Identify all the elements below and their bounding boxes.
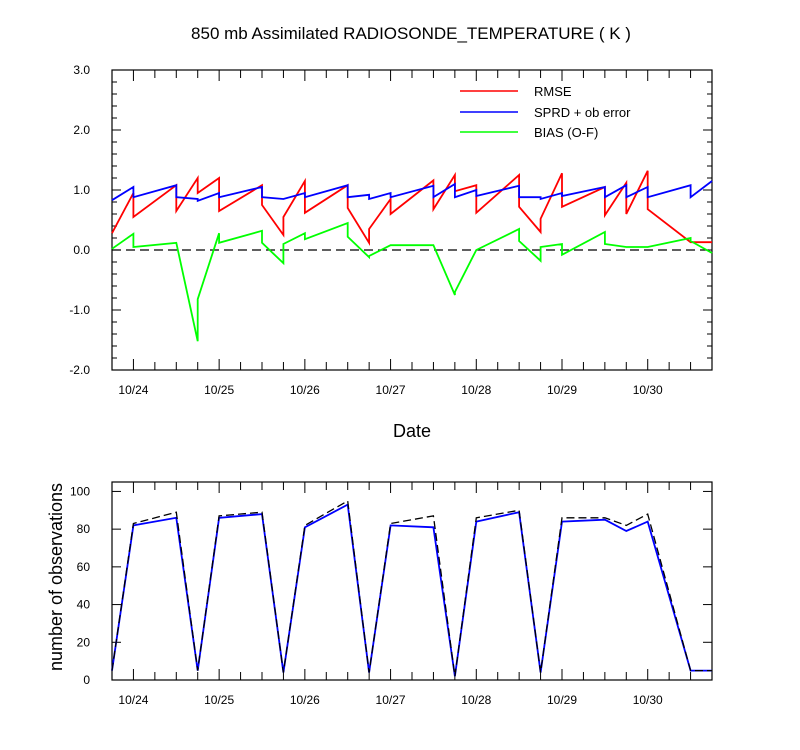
y-tick-label: -2.0 [69,363,90,377]
x-tick-label: 10/29 [547,693,577,707]
x-tick-label: 10/27 [376,383,406,397]
y-tick-label: 20 [77,635,91,649]
legend-label-sprd: SPRD + ob error [534,105,631,120]
x-tick-label: 10/30 [633,383,663,397]
series-line-rmse [111,170,712,246]
bottom-ticks: 0 20 40 60 80 100 10/24 10/25 10/26 10/27 10/28 10/… [70,482,712,707]
legend-label-bias: BIAS (O-F) [534,125,598,140]
y-tick-label: 40 [77,598,91,612]
x-tick-label: 10/30 [633,693,663,707]
y-tick-label: 3.0 [73,63,90,77]
y-tick-label: -1.0 [69,303,90,317]
series-line-observations-possible [111,499,712,677]
x-tick-label: 10/25 [204,693,234,707]
series-line-observations-assimilated [111,503,712,677]
y-tick-label: 60 [77,560,91,574]
series-line-bias-o-f [111,221,713,342]
top-panel: 850 mb Assimilated RADIOSONDE_TEMPERATUR… [69,24,713,441]
y-tick-label: 1.0 [73,183,90,197]
x-tick-label: 10/24 [118,383,148,397]
bottom-panel: 0 20 40 60 80 100 10/24 10/25 10/26 10/27 10/28 10/… [46,481,713,707]
x-tick-label: 10/26 [290,693,320,707]
x-tick-label: 10/24 [118,693,148,707]
top-series [111,170,713,342]
x-tick-label: 10/28 [461,383,491,397]
y-axis-title-observations: number of observations [46,483,66,671]
y-tick-label: 100 [70,484,90,498]
y-tick-label: 2.0 [73,123,90,137]
bottom-series [111,499,712,677]
y-tick-label: 80 [77,522,91,536]
x-tick-label: 10/25 [204,383,234,397]
series-line-sprd-ob-error [111,180,713,203]
y-tick-label: 0.0 [73,243,90,257]
chart-title: 850 mb Assimilated RADIOSONDE_TEMPERATUR… [191,24,631,43]
y-tick-label: 0 [83,673,90,687]
legend-label-rmse: RMSE [534,84,572,99]
top-ticks: -2.0 -1.0 0.0 1.0 2.0 3.0 10/24 10/25 10/26 10/27… [69,63,712,397]
legend: RMSE SPRD + ob error BIAS (O-F) [460,84,631,140]
x-tick-label: 10/26 [290,383,320,397]
x-axis-title: Date [393,421,431,441]
bottom-plot-frame [111,481,713,681]
x-tick-label: 10/27 [376,693,406,707]
x-tick-label: 10/28 [461,693,491,707]
x-tick-label: 10/29 [547,383,577,397]
